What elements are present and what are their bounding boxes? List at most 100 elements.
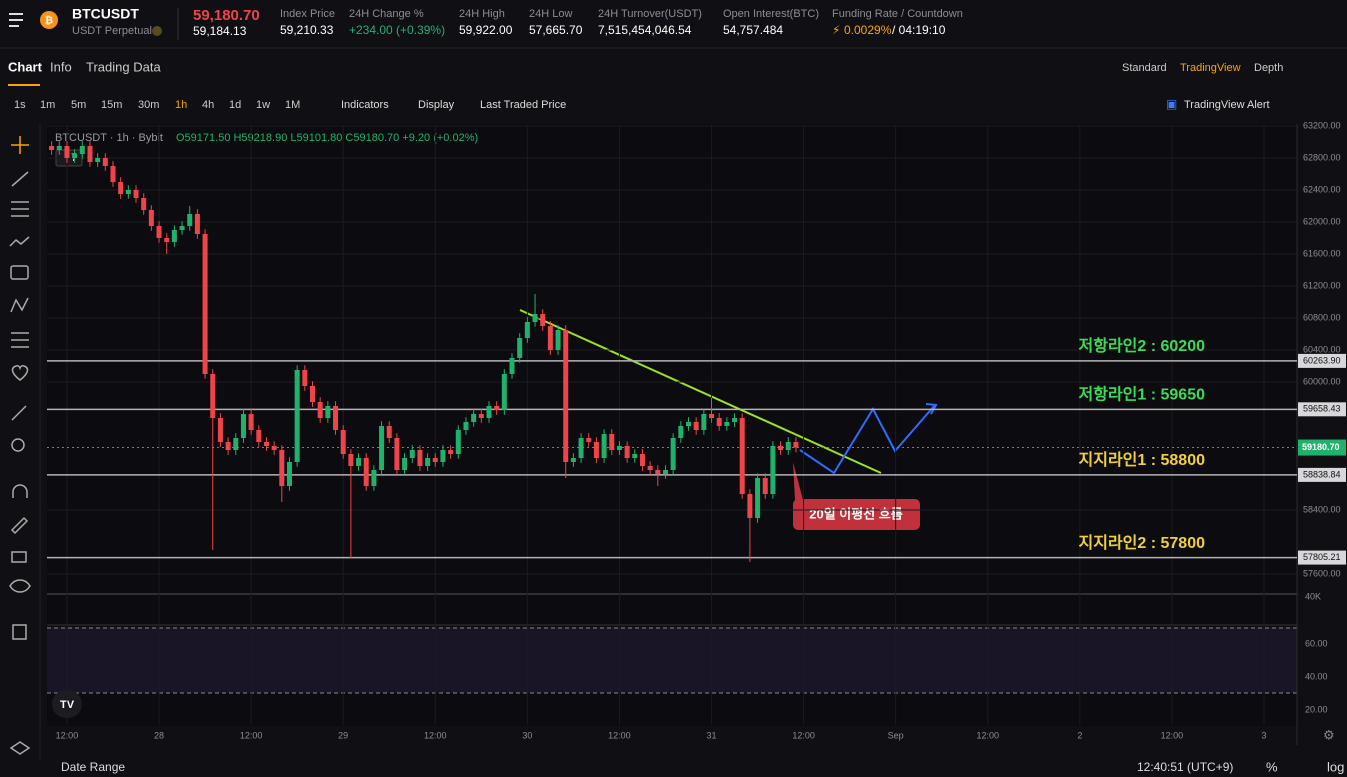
candle-body — [517, 338, 523, 358]
candle-body — [325, 406, 331, 418]
candle-body — [448, 450, 454, 454]
candle-body — [248, 414, 254, 430]
candle-body — [394, 438, 400, 470]
stat-label: 24H Turnover(USDT) — [598, 8, 702, 20]
level-tag — [1298, 402, 1346, 417]
candle-body — [148, 210, 154, 226]
alert-button[interactable]: TradingView Alert — [1184, 99, 1270, 111]
view-option[interactable]: Depth — [1254, 62, 1283, 74]
stat-label: Open Interest(BTC) — [723, 8, 819, 20]
chart-pane — [47, 124, 1297, 726]
y-tick-label: 60000.00 — [1303, 376, 1341, 386]
candle-body — [95, 158, 101, 162]
interval[interactable]: 1d — [229, 99, 241, 111]
candle-body — [716, 418, 722, 426]
toolbar-menu[interactable]: Last Traded Price — [480, 99, 566, 111]
candle-body — [755, 478, 761, 518]
candle-body — [402, 458, 408, 470]
x-tick-label: 12:00 — [976, 730, 999, 740]
x-tick-label: 29 — [338, 730, 348, 740]
tab[interactable]: Trading Data — [86, 59, 161, 74]
candle-body — [463, 422, 469, 430]
candle-body — [187, 214, 193, 226]
candle-body — [171, 230, 177, 242]
candle-body — [379, 426, 385, 470]
alert-icon: ▣ — [1166, 97, 1177, 111]
candle-body — [271, 446, 277, 450]
level-tag-label: 59658.43 — [1303, 404, 1341, 414]
funding-icon: ⚡ — [832, 23, 840, 37]
interval[interactable]: 30m — [138, 99, 159, 111]
x-tick-label: 12:00 — [608, 730, 631, 740]
view-option[interactable]: TradingView — [1180, 62, 1241, 74]
candle-body — [793, 442, 799, 448]
last-price-tag — [1298, 439, 1346, 456]
candle-body — [747, 494, 753, 518]
date-range[interactable]: Date Range — [61, 760, 125, 774]
legend-ohlc: O59171.50 H59218.90 L59101.80 C59180.70 … — [176, 132, 478, 144]
info-icon[interactable] — [152, 26, 162, 36]
x-tick-label: Sep — [888, 730, 904, 740]
candle-body — [578, 438, 584, 458]
candle-body — [56, 146, 62, 150]
y-tick-label: 57600.00 — [1303, 568, 1341, 578]
candle-body — [417, 450, 423, 466]
level-tag-label: 57805.21 — [1303, 552, 1341, 562]
candle-body — [440, 450, 446, 462]
candle-body — [348, 454, 354, 466]
footer-option[interactable]: % — [1266, 759, 1278, 774]
candle-body — [194, 214, 200, 234]
toolbar-menu[interactable]: Indicators — [341, 99, 389, 111]
candle-body — [662, 470, 668, 474]
interval[interactable]: 1M — [285, 99, 300, 111]
trend-line — [519, 309, 882, 474]
candle-body — [509, 358, 515, 374]
interval[interactable]: 1h — [175, 99, 187, 111]
candle-body — [202, 234, 208, 374]
tab[interactable]: Info — [50, 59, 72, 74]
candle-body — [601, 434, 607, 458]
candle-body — [647, 466, 653, 470]
candle-body — [532, 314, 538, 322]
interval[interactable]: 1s — [14, 99, 26, 111]
mark-price: 59,184.13 — [193, 24, 247, 38]
interval[interactable]: 4h — [202, 99, 214, 111]
tab[interactable]: Chart — [8, 59, 43, 74]
candle-body — [409, 450, 415, 458]
view-option[interactable]: Standard — [1122, 62, 1167, 74]
candle-body — [87, 146, 93, 162]
settings-icon[interactable]: ⚙ — [1323, 727, 1335, 742]
menu-icon[interactable] — [9, 13, 23, 27]
symbol[interactable]: BTCUSDT — [72, 6, 139, 22]
candle-body — [141, 198, 147, 210]
footer-option[interactable]: log — [1327, 759, 1344, 774]
candle-body — [693, 422, 699, 430]
candle-body — [555, 330, 561, 350]
interval[interactable]: 1m — [40, 99, 55, 111]
candle-body — [739, 418, 745, 494]
candle-body — [701, 414, 707, 430]
toolbar-menu[interactable]: Display — [418, 99, 455, 111]
interval[interactable]: 15m — [101, 99, 122, 111]
candle-body — [724, 422, 730, 426]
x-tick-label: 12:00 — [792, 730, 815, 740]
candle-body — [432, 458, 438, 462]
candle-body — [240, 414, 246, 438]
coin-glyph: ₿ — [45, 15, 53, 27]
level-note: 지지라인2 : 57800 — [1079, 534, 1206, 552]
candle-body — [210, 374, 216, 418]
interval[interactable]: 1w — [256, 99, 270, 111]
drawing-tools — [9, 136, 31, 755]
candle-body — [478, 414, 484, 418]
interval[interactable]: 5m — [71, 99, 86, 111]
y-tick-label: 62800.00 — [1303, 152, 1341, 162]
x-tick-label: 12:00 — [240, 730, 263, 740]
projection-arrow — [925, 403, 938, 415]
candle-body — [256, 430, 262, 442]
candle-body — [233, 438, 239, 450]
x-tick-label: 30 — [522, 730, 532, 740]
candle-body — [217, 418, 223, 442]
coin-icon — [40, 11, 58, 29]
stat-value: 0.0029% — [844, 23, 892, 37]
